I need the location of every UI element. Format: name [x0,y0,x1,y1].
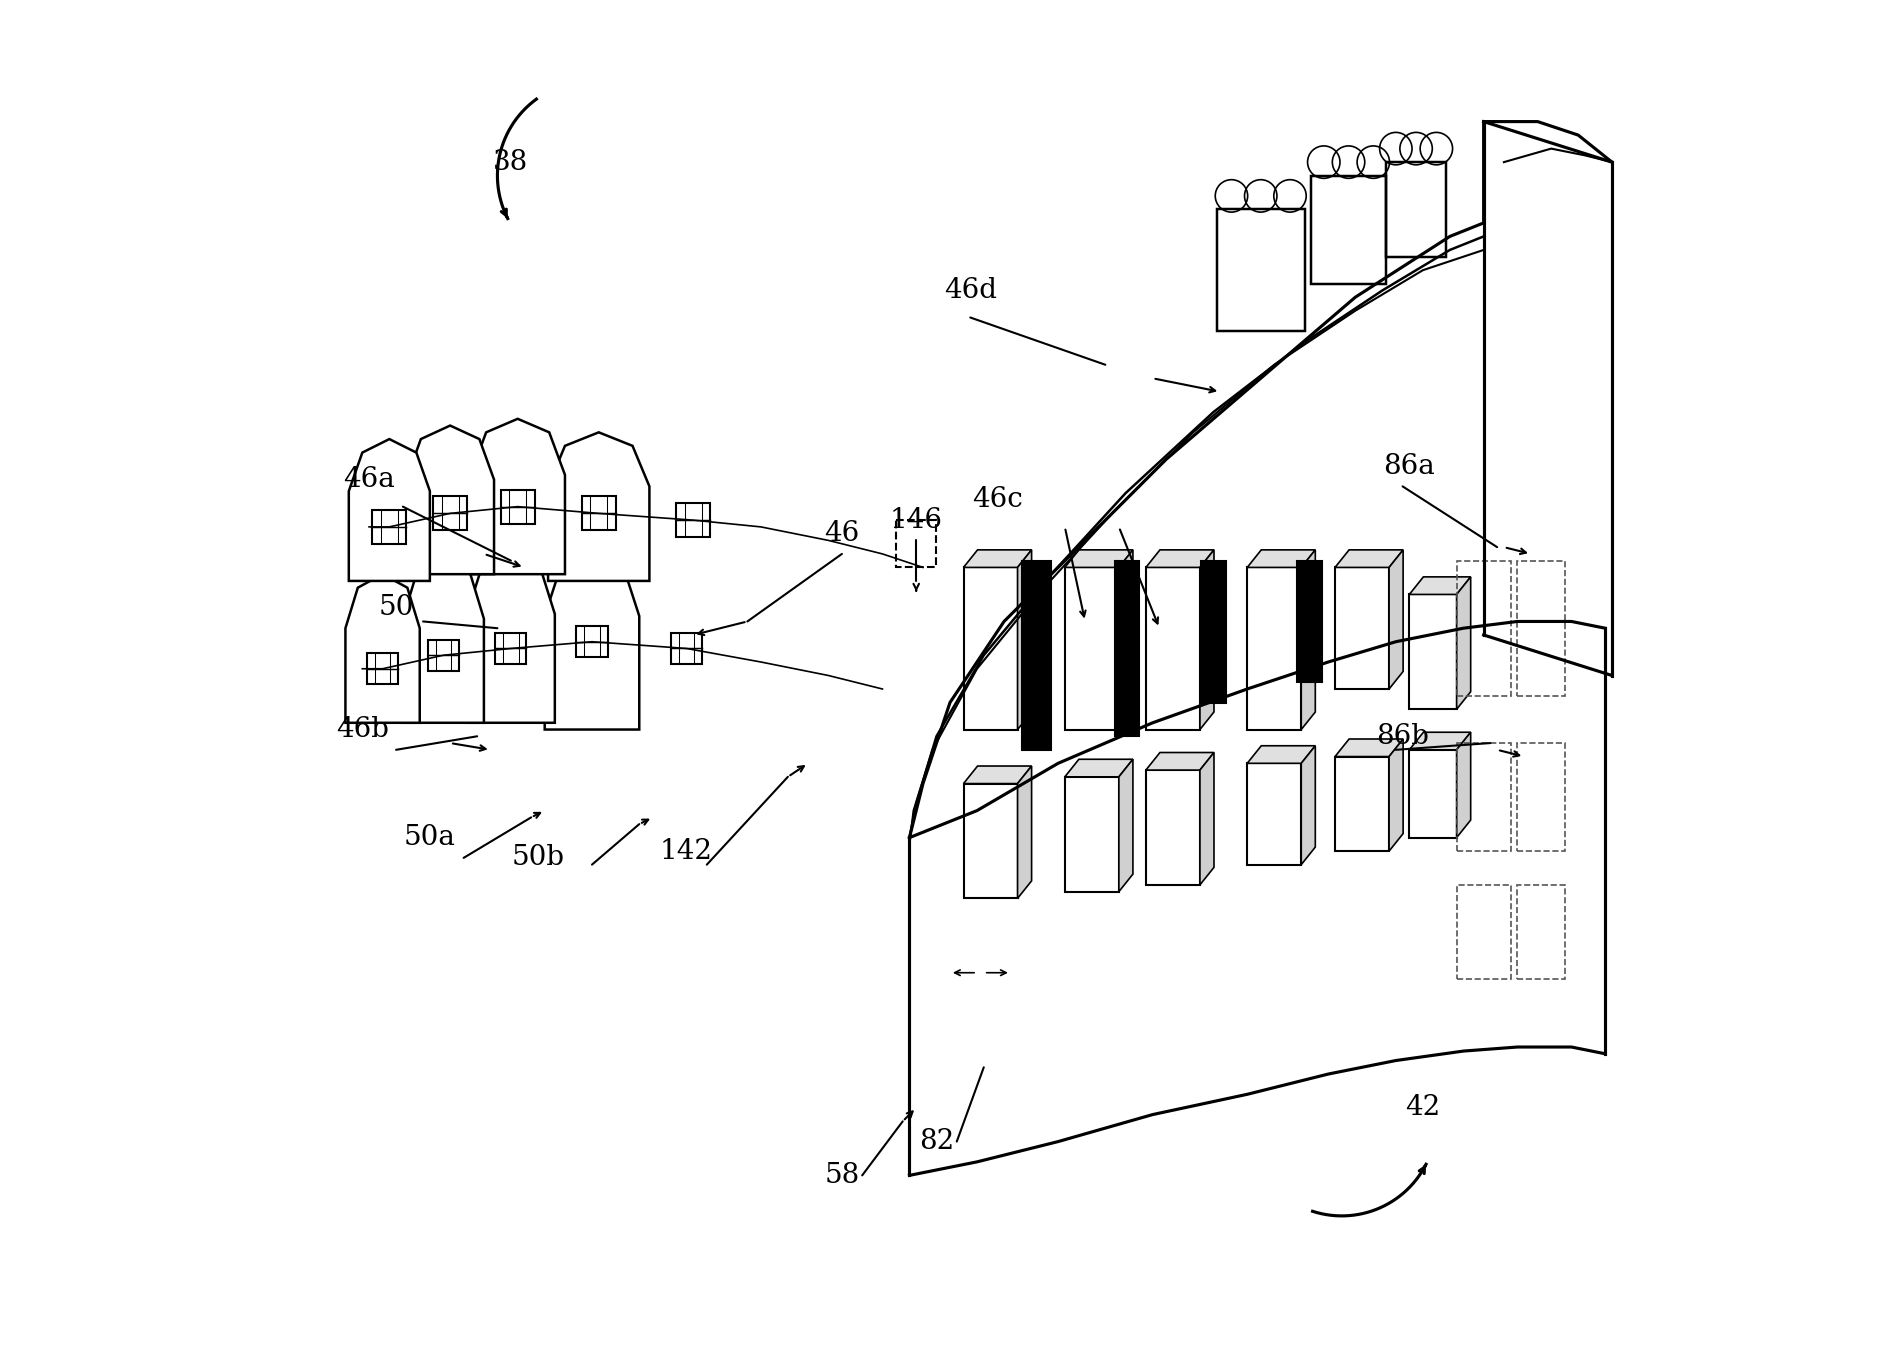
Text: 46d: 46d [944,277,998,304]
Text: 146: 146 [889,507,942,534]
Polygon shape [581,497,616,530]
Polygon shape [1410,577,1471,594]
Polygon shape [671,634,703,663]
Polygon shape [346,574,420,723]
Text: 86b: 86b [1376,723,1429,750]
Text: 42: 42 [1406,1094,1440,1121]
Polygon shape [1146,753,1214,770]
Text: 46c: 46c [973,486,1022,513]
Polygon shape [1298,561,1322,682]
Polygon shape [545,554,638,730]
Text: 86a: 86a [1383,453,1434,480]
Text: 50: 50 [378,594,414,621]
Polygon shape [1146,770,1201,885]
Polygon shape [1410,750,1457,838]
Polygon shape [350,439,429,581]
Polygon shape [963,550,1032,567]
Text: 58: 58 [825,1162,859,1189]
Text: 82: 82 [920,1128,954,1155]
Polygon shape [1146,550,1214,567]
Polygon shape [367,654,399,685]
Polygon shape [547,432,650,581]
Polygon shape [963,784,1018,898]
Polygon shape [963,567,1018,730]
Polygon shape [502,490,534,523]
Polygon shape [1201,550,1214,730]
Polygon shape [1119,550,1132,730]
Polygon shape [1246,746,1315,763]
Polygon shape [407,426,494,574]
Polygon shape [1018,550,1032,730]
Text: 50a: 50a [405,824,456,851]
Polygon shape [1336,567,1389,689]
Polygon shape [1119,759,1132,892]
Polygon shape [1018,766,1032,898]
Polygon shape [403,561,484,723]
Polygon shape [1064,567,1119,730]
Polygon shape [1336,739,1402,757]
Polygon shape [1410,594,1457,709]
Polygon shape [1389,739,1402,851]
Text: 46b: 46b [336,716,389,743]
Polygon shape [1246,567,1302,730]
Polygon shape [1457,577,1471,709]
Polygon shape [1302,550,1315,730]
Polygon shape [963,766,1032,784]
Polygon shape [1410,732,1471,750]
Polygon shape [576,627,608,658]
Polygon shape [433,497,467,530]
Polygon shape [1064,550,1132,567]
Polygon shape [372,511,407,543]
Polygon shape [1146,567,1201,730]
Polygon shape [1064,759,1132,777]
Polygon shape [1022,561,1051,750]
Polygon shape [1336,550,1402,567]
Text: 50b: 50b [511,844,564,871]
Polygon shape [1115,561,1140,736]
Text: 38: 38 [494,149,528,176]
Polygon shape [1302,746,1315,865]
Text: 142: 142 [659,838,712,865]
Polygon shape [428,640,460,670]
Polygon shape [1201,561,1226,703]
Polygon shape [471,419,564,574]
Polygon shape [496,634,526,663]
Polygon shape [1246,550,1315,567]
Polygon shape [1336,757,1389,851]
Polygon shape [1246,763,1302,865]
Polygon shape [1457,732,1471,838]
Polygon shape [1389,550,1402,689]
Polygon shape [467,554,555,723]
Polygon shape [1064,777,1119,892]
Polygon shape [1201,753,1214,885]
Polygon shape [676,504,711,536]
Text: 46: 46 [825,520,859,547]
Text: 46a: 46a [344,466,395,493]
